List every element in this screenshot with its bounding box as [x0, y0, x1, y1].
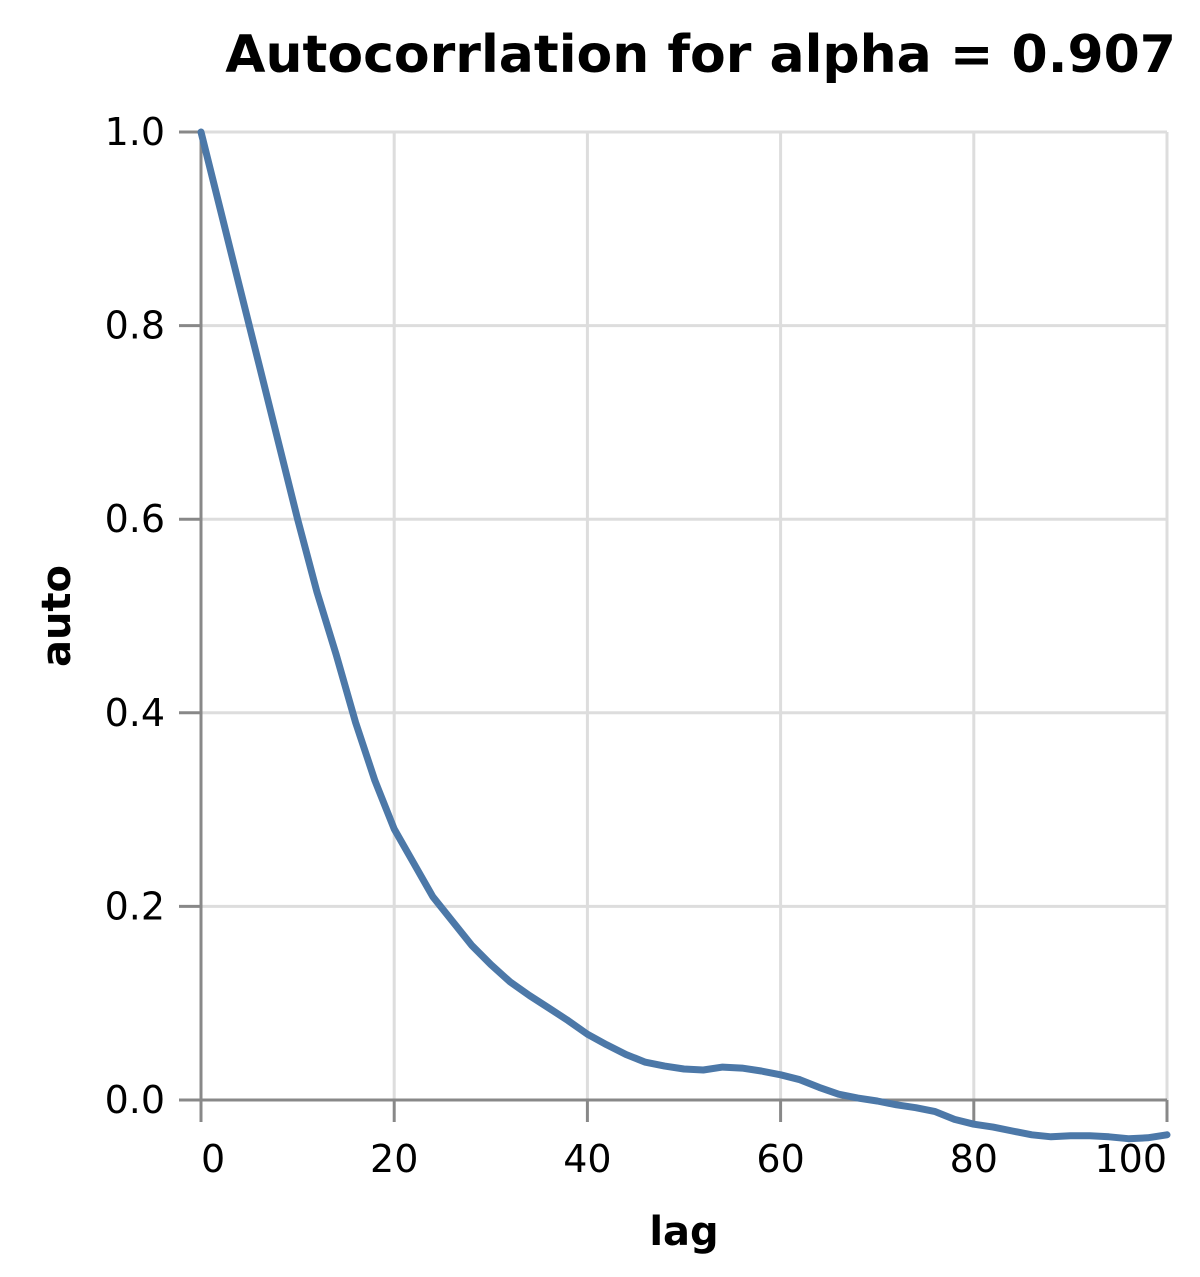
y-tick-label: 0.4 [105, 691, 165, 735]
x-tick-label: 20 [370, 1137, 418, 1181]
y-tick-label: 0.0 [105, 1078, 165, 1122]
y-tick-label: 0.8 [105, 304, 165, 348]
series-group [197, 128, 1171, 1143]
y-tick-label: 0.2 [105, 884, 165, 928]
y-tick-label: 1.0 [105, 110, 165, 154]
y-axis-title: auto [34, 565, 80, 667]
grid [201, 130, 1169, 1100]
axes: 0.0 0.2 0.4 0.6 0.8 1.0 0 20 40 60 80 100 [105, 110, 1169, 1181]
x-tick-label: 80 [950, 1137, 998, 1181]
x-axis-title: lag [649, 1209, 718, 1255]
series-layer [197, 128, 1171, 1143]
x-tick-label: 60 [756, 1137, 804, 1181]
x-tick-label: 100 [1094, 1137, 1167, 1181]
x-tick-label: 0 [201, 1137, 225, 1181]
y-tick-label: 0.6 [105, 497, 165, 541]
chart-title: Autocorrlation for alpha = 0.907 [225, 25, 1176, 85]
x-tick-label: 40 [563, 1137, 611, 1181]
series-line [197, 128, 1171, 1143]
